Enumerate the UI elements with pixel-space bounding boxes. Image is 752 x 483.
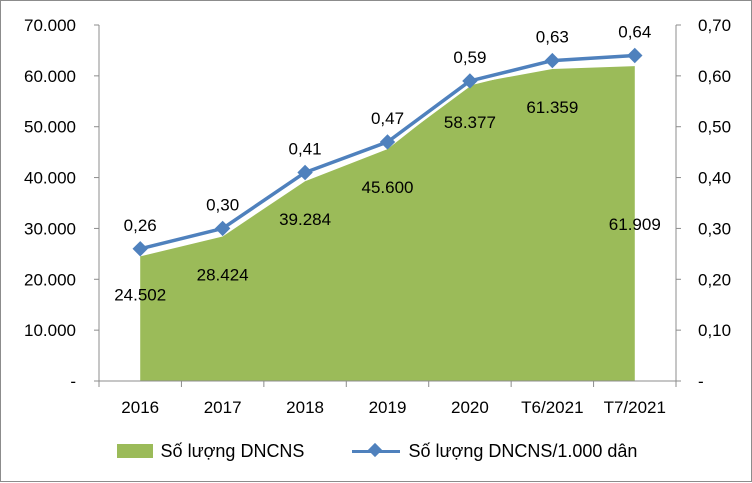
- y-right-tick-label: 0,30: [698, 219, 731, 238]
- area-data-label: 61.909: [609, 215, 661, 234]
- x-tick-label: 2016: [121, 398, 159, 417]
- x-tick-label: 2019: [369, 398, 407, 417]
- y-left-tick-label: 60.000: [24, 67, 76, 86]
- line-data-label: 0,47: [371, 109, 404, 128]
- area-series: [140, 66, 635, 382]
- line-marker: [297, 164, 313, 181]
- y-right-tick-label: 0,50: [698, 118, 731, 137]
- y-left-tick-label: 50.000: [24, 118, 76, 137]
- line-marker: [544, 52, 561, 69]
- legend-swatch-area: [116, 444, 153, 458]
- x-tick-label: T7/2021: [604, 398, 666, 417]
- line-data-label: 0,59: [453, 48, 486, 67]
- y-right-tick-label: 0,70: [698, 16, 731, 35]
- legend-label-line: Số lượng DNCNS/1.000 dân: [408, 440, 638, 461]
- legend-item-area: Số lượng DNCNS: [116, 440, 305, 462]
- x-tick-label: T6/2021: [521, 398, 583, 417]
- line-data-label: 0,41: [289, 139, 322, 158]
- area-data-label: 45.600: [362, 178, 414, 197]
- area-data-label: 61.359: [526, 98, 578, 117]
- line-data-label: 0,64: [618, 23, 651, 42]
- y-left-tick-label: 30.000: [24, 219, 76, 238]
- area-data-label: 24.502: [114, 285, 166, 304]
- line-data-label: 0,26: [124, 216, 157, 235]
- x-tick-label: 2017: [204, 398, 242, 417]
- y-right-tick-label: 0,10: [698, 321, 731, 340]
- legend-label-area: Số lượng DNCNS: [160, 440, 305, 461]
- line-marker: [462, 73, 478, 89]
- y-left-tick-label: -: [70, 372, 76, 391]
- y-left-tick-label: 10.000: [24, 321, 76, 340]
- line-marker: [132, 241, 148, 257]
- y-right-tick-label: -: [698, 372, 704, 391]
- area-data-label: 58.377: [444, 113, 496, 132]
- area-data-label: 39.284: [279, 210, 331, 229]
- line-data-label: 0,30: [206, 195, 239, 214]
- line-marker: [379, 134, 396, 150]
- line-marker: [214, 220, 231, 237]
- line-marker: [627, 47, 643, 64]
- y-right-tick-label: 0,60: [698, 67, 731, 86]
- y-left-tick-label: 20.000: [24, 270, 76, 289]
- x-tick-label: 2020: [451, 398, 489, 417]
- area-data-label: 28.424: [197, 265, 249, 284]
- y-right-tick-label: 0,20: [698, 270, 731, 289]
- legend: Số lượng DNCNS Số lượng DNCNS/1.000 dân: [1, 431, 752, 471]
- y-right-tick-label: 0,40: [698, 169, 731, 188]
- legend-item-line: Số lượng DNCNS/1.000 dân: [352, 441, 637, 462]
- legend-swatch-line: [352, 442, 401, 458]
- y-left-tick-label: 70.000: [24, 16, 76, 35]
- x-tick-label: 2018: [286, 398, 324, 417]
- line-data-label: 0,63: [536, 28, 569, 47]
- y-left-tick-label: 40.000: [24, 169, 76, 188]
